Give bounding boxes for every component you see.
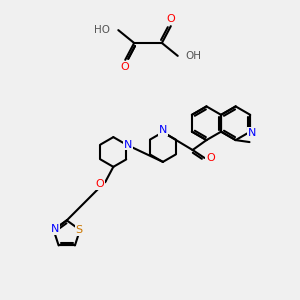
Text: S: S — [75, 225, 82, 235]
Text: O: O — [206, 153, 215, 163]
Text: O: O — [167, 14, 175, 24]
Text: O: O — [95, 179, 104, 189]
Text: N: N — [159, 125, 167, 135]
Text: HO: HO — [94, 25, 110, 35]
Text: OH: OH — [186, 51, 202, 61]
Text: O: O — [121, 62, 130, 72]
Text: N: N — [50, 224, 59, 234]
Text: N: N — [124, 140, 132, 150]
Text: N: N — [248, 128, 256, 138]
